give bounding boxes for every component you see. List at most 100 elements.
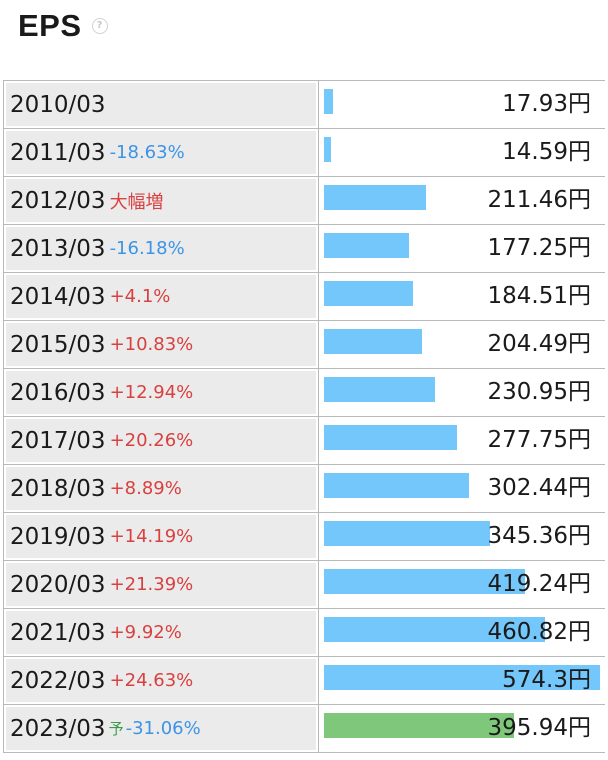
eps-bar	[324, 569, 525, 594]
fiscal-year-label: 2014/03	[10, 283, 106, 310]
table-row: 2012/03 大幅増 211.46円	[3, 177, 605, 225]
yoy-change: -31.06%	[125, 718, 201, 739]
period-cell: 2021/03 +9.92%	[3, 609, 319, 656]
period-cell: 2020/03 +21.39%	[3, 561, 319, 608]
eps-table: 2010/03 17.93円 2011/03 -18.63% 14.59円 2012/03…	[3, 80, 605, 753]
value-cell: 395.94円	[323, 705, 605, 752]
eps-bar	[324, 473, 469, 498]
eps-bar	[324, 377, 435, 402]
forecast-mark: 予	[108, 720, 124, 738]
table-row: 2021/03 +9.92% 460.82円	[3, 609, 605, 657]
fiscal-year-label: 2023/03	[10, 715, 106, 742]
eps-value: 204.49円	[487, 331, 591, 357]
period-cell: 2016/03 +12.94%	[3, 369, 319, 416]
eps-value: 230.95円	[487, 379, 591, 405]
value-cell: 14.59円	[323, 129, 605, 176]
yoy-change: +8.89%	[109, 478, 182, 499]
value-cell: 211.46円	[323, 177, 605, 224]
period-cell: 2014/03 +4.1%	[3, 273, 319, 320]
eps-value: 302.44円	[487, 475, 591, 501]
table-row: 2023/03 予 -31.06% 395.94円	[3, 705, 605, 753]
eps-value: 211.46円	[487, 187, 591, 213]
fiscal-year-label: 2010/03	[10, 91, 106, 118]
eps-bar	[324, 89, 333, 114]
yoy-change: -18.63%	[109, 142, 185, 163]
table-row: 2018/03 +8.89% 302.44円	[3, 465, 605, 513]
value-cell: 460.82円	[323, 609, 605, 656]
value-cell: 419.24円	[323, 561, 605, 608]
yoy-change: 大幅増	[109, 191, 164, 213]
chart-title: EPS	[18, 8, 82, 43]
period-cell: 2017/03 +20.26%	[3, 417, 319, 464]
yoy-change: +10.83%	[109, 334, 194, 355]
table-row: 2019/03 +14.19% 345.36円	[3, 513, 605, 561]
value-cell: 184.51円	[323, 273, 605, 320]
eps-bar	[324, 185, 426, 210]
eps-value: 277.75円	[487, 427, 591, 453]
yoy-change: +12.94%	[109, 382, 194, 403]
table-row: 2020/03 +21.39% 419.24円	[3, 561, 605, 609]
value-cell: 574.3円	[323, 657, 605, 704]
table-row: 2011/03 -18.63% 14.59円	[3, 129, 605, 177]
eps-value: 574.3円	[502, 667, 591, 693]
fiscal-year-label: 2018/03	[10, 475, 106, 502]
value-cell: 302.44円	[323, 465, 605, 512]
period-cell: 2010/03	[3, 81, 319, 128]
eps-value: 345.36円	[487, 523, 591, 549]
yoy-change: -16.18%	[109, 238, 185, 259]
eps-bar	[324, 617, 545, 642]
forecast-eps-bar	[324, 713, 514, 738]
table-row: 2016/03 +12.94% 230.95円	[3, 369, 605, 417]
value-cell: 177.25円	[323, 225, 605, 272]
help-icon[interactable]: ?	[91, 18, 108, 34]
table-row: 2015/03 +10.83% 204.49円	[3, 321, 605, 369]
period-cell: 2019/03 +14.19%	[3, 513, 319, 560]
fiscal-year-label: 2013/03	[10, 235, 106, 262]
value-cell: 277.75円	[323, 417, 605, 464]
fiscal-year-label: 2022/03	[10, 667, 106, 694]
value-cell: 230.95円	[323, 369, 605, 416]
fiscal-year-label: 2016/03	[10, 379, 106, 406]
period-cell: 2022/03 +24.63%	[3, 657, 319, 704]
yoy-change: +20.26%	[109, 430, 194, 451]
period-cell: 2023/03 予 -31.06%	[3, 705, 319, 752]
eps-bar	[324, 281, 413, 306]
period-cell: 2013/03 -16.18%	[3, 225, 319, 272]
eps-value: 184.51円	[487, 283, 591, 309]
fiscal-year-label: 2011/03	[10, 139, 106, 166]
yoy-change: +14.19%	[109, 526, 194, 547]
table-row: 2010/03 17.93円	[3, 81, 605, 129]
eps-value: 460.82円	[487, 619, 591, 645]
eps-value: 17.93円	[502, 91, 591, 117]
period-cell: 2012/03 大幅増	[3, 177, 319, 224]
eps-bar	[324, 137, 331, 162]
yoy-change: +4.1%	[109, 286, 171, 307]
chart-header: EPS ?	[18, 6, 108, 46]
eps-value: 177.25円	[487, 235, 591, 261]
fiscal-year-label: 2012/03	[10, 187, 106, 214]
value-cell: 345.36円	[323, 513, 605, 560]
eps-bar	[324, 665, 600, 690]
eps-bar	[324, 425, 457, 450]
eps-value: 14.59円	[502, 139, 591, 165]
table-row: 2017/03 +20.26% 277.75円	[3, 417, 605, 465]
fiscal-year-label: 2015/03	[10, 331, 106, 358]
eps-bar	[324, 233, 409, 258]
table-row: 2022/03 +24.63% 574.3円	[3, 657, 605, 705]
fiscal-year-label: 2021/03	[10, 619, 106, 646]
yoy-change: +21.39%	[109, 574, 194, 595]
fiscal-year-label: 2019/03	[10, 523, 106, 550]
table-row: 2014/03 +4.1% 184.51円	[3, 273, 605, 321]
table-row: 2013/03 -16.18% 177.25円	[3, 225, 605, 273]
period-cell: 2018/03 +8.89%	[3, 465, 319, 512]
fiscal-year-label: 2017/03	[10, 427, 106, 454]
yoy-change: +9.92%	[109, 622, 182, 643]
period-cell: 2015/03 +10.83%	[3, 321, 319, 368]
period-cell: 2011/03 -18.63%	[3, 129, 319, 176]
eps-bar	[324, 521, 490, 546]
value-cell: 17.93円	[323, 81, 605, 128]
eps-bar	[324, 329, 422, 354]
value-cell: 204.49円	[323, 321, 605, 368]
eps-value: 395.94円	[487, 715, 591, 741]
eps-value: 419.24円	[487, 571, 591, 597]
